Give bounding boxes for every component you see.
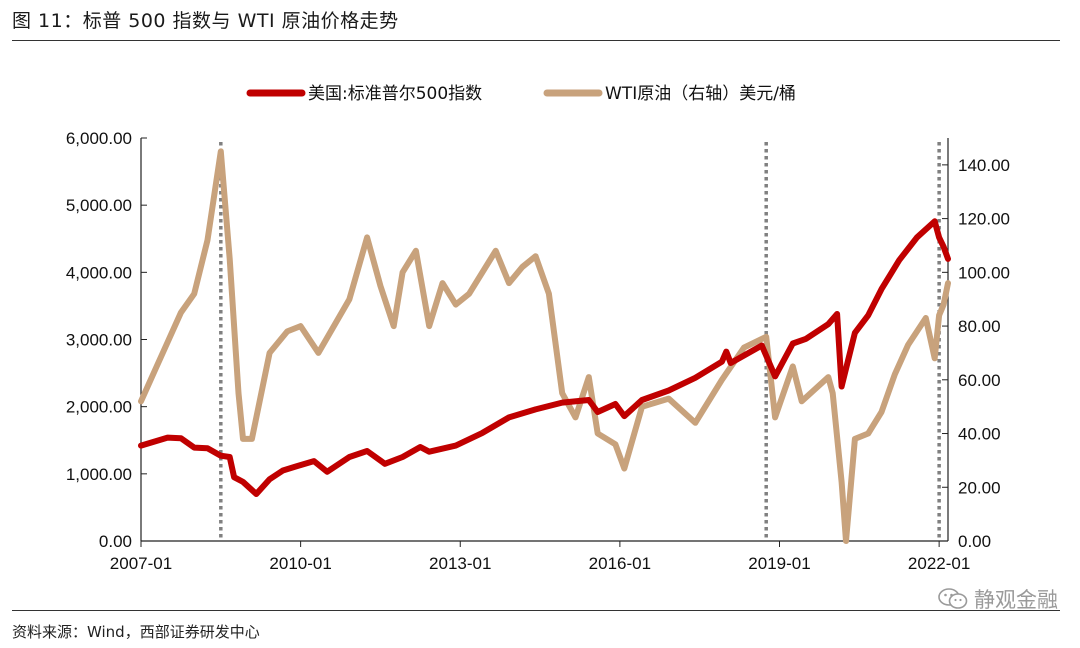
x-tick-label: 2007-01: [110, 554, 172, 573]
y-right-tick-label: 0.00: [958, 532, 991, 551]
y-left-tick-label: 1,000.00: [66, 465, 132, 484]
source-note: 资料来源：Wind，西部证券研发中心: [12, 623, 260, 641]
legend-label-sp500: 美国:标准普尔500指数: [308, 84, 482, 104]
bottom-rule: [12, 610, 1060, 611]
y-right-tick-label: 140.00: [958, 156, 1010, 175]
y-left-tick-label: 3,000.00: [66, 331, 132, 350]
y-right-tick-label: 100.00: [958, 263, 1010, 282]
y-left-tick-label: 4,000.00: [66, 263, 132, 282]
y-right-tick-label: 20.00: [958, 478, 1001, 497]
chart-legend: 美国:标准普尔500指数 WTI原油（右轴）美元/桶: [246, 84, 796, 104]
y-right-tick-label: 80.00: [958, 317, 1001, 336]
x-tick-label: 2013-01: [429, 554, 491, 573]
wechat-icon: [938, 588, 968, 609]
watermark-text: 静观金融: [974, 588, 1058, 612]
legend-label-wti: WTI原油（右轴）美元/桶: [605, 84, 796, 104]
series-line-wti: [138, 148, 951, 544]
y-left-tick-label: 5,000.00: [66, 196, 132, 215]
watermark: 静观金融: [938, 584, 1058, 614]
y-right-tick-label: 120.00: [958, 210, 1010, 229]
chart-axes: 0.00 1,000.00 2,000.00 3,000.00 4,000.00 5,00…: [66, 129, 1010, 573]
y-right-tick-label: 60.00: [958, 371, 1001, 390]
series-layer: [138, 148, 951, 544]
x-tick-label: 2010-01: [269, 554, 331, 573]
chart: 0.00 1,000.00 2,000.00 3,000.00 4,000.00 5,00…: [66, 84, 1010, 573]
figure-title: 图 11：标普 500 指数与 WTI 原油价格走势: [12, 10, 399, 32]
y-left-tick-label: 6,000.00: [66, 129, 132, 148]
y-left-tick-label: 2,000.00: [66, 398, 132, 417]
x-tick-label: 2016-01: [589, 554, 651, 573]
top-rule: [12, 40, 1060, 41]
reference-lines: [219, 142, 941, 541]
y-right-tick-label: 40.00: [958, 425, 1001, 444]
y-left-tick-label: 0.00: [99, 532, 132, 551]
series-line-sp500: [138, 218, 951, 497]
x-tick-label: 2022-01: [908, 554, 970, 573]
x-tick-label: 2019-01: [748, 554, 810, 573]
